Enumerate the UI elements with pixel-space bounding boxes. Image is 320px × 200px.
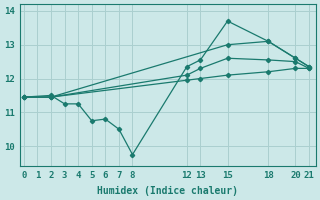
X-axis label: Humidex (Indice chaleur): Humidex (Indice chaleur) — [97, 186, 238, 196]
